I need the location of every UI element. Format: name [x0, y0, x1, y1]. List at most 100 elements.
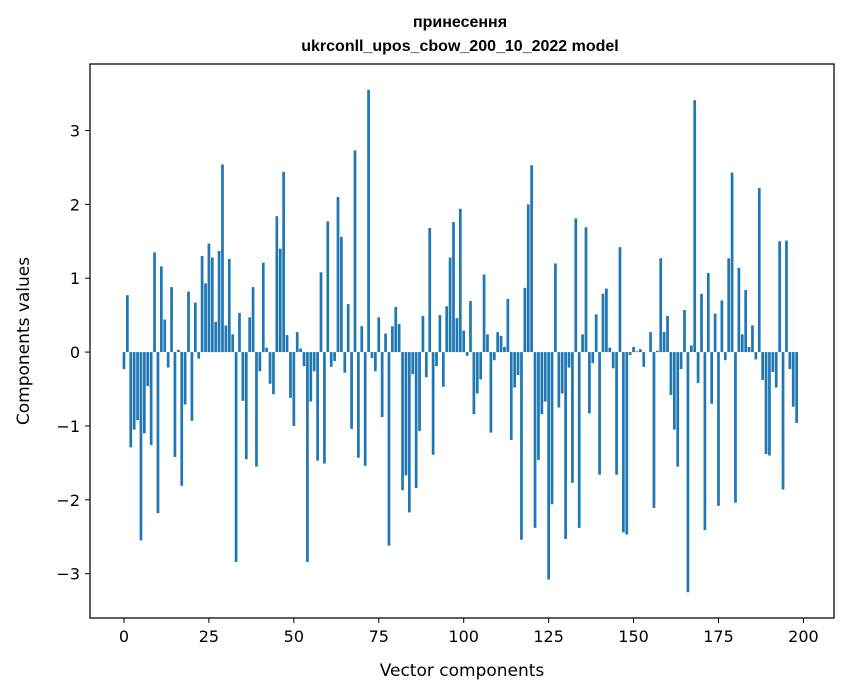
- bar-component-191: [771, 352, 775, 373]
- bar-component-17: [180, 352, 184, 486]
- bar-component-136: [584, 227, 588, 353]
- bar-component-43: [268, 352, 272, 384]
- bar-component-198: [795, 352, 798, 423]
- x-tick-label: 125: [533, 627, 564, 646]
- bar-component-118: [523, 287, 527, 353]
- bar-component-35: [241, 352, 245, 401]
- x-axis-ticks: 0 25 50 75 100 125 150 175 200: [119, 618, 819, 646]
- bar-component-83: [404, 352, 408, 476]
- bar-component-125: [547, 352, 550, 580]
- bar-component-42: [265, 347, 269, 353]
- bar-component-18: [183, 352, 187, 405]
- bar-component-81: [397, 324, 401, 353]
- bar-component-193: [778, 241, 781, 353]
- bar-component-131: [567, 352, 571, 368]
- bar-component-183: [744, 290, 748, 353]
- bar-component-5: [139, 352, 143, 541]
- bar-component-50: [292, 352, 296, 426]
- bar-component-185: [751, 325, 754, 353]
- bar-component-14: [170, 287, 173, 353]
- bar-component-25: [207, 243, 211, 353]
- bar-component-166: [686, 352, 690, 593]
- bar-component-173: [710, 352, 714, 404]
- bar-component-165: [683, 309, 686, 353]
- bar-component-107: [486, 334, 489, 353]
- bar-component-132: [571, 352, 574, 483]
- bar-component-134: [577, 352, 581, 528]
- bar-component-139: [594, 314, 598, 353]
- x-tick-label: 75: [369, 627, 389, 646]
- bar-component-175: [717, 352, 720, 506]
- bar-component-168: [693, 100, 697, 353]
- x-tick-label: 25: [199, 627, 219, 646]
- bar-component-163: [676, 352, 680, 467]
- bar-component-143: [608, 347, 612, 353]
- bar-component-167: [689, 345, 693, 353]
- bar-component-73: [370, 352, 374, 358]
- bar-component-76: [380, 352, 384, 418]
- bar-component-170: [700, 293, 703, 353]
- bar-component-64: [340, 236, 343, 353]
- bar-component-37: [248, 317, 252, 353]
- y-axis-ticks: −3 −2 −1 0 1 2 3: [56, 121, 90, 584]
- bar-component-181: [737, 267, 741, 353]
- bar-component-157: [655, 350, 659, 353]
- bars-group: [122, 89, 798, 593]
- bar-component-94: [441, 352, 445, 387]
- bar-component-23: [200, 256, 204, 353]
- bar-component-115: [513, 352, 517, 388]
- bar-component-124: [543, 352, 547, 402]
- bar-component-74: [374, 352, 377, 372]
- bar-component-85: [411, 352, 415, 375]
- bar-component-32: [231, 334, 235, 353]
- bar-component-101: [465, 352, 469, 356]
- y-tick-label: 1: [70, 269, 80, 288]
- bar-component-174: [713, 313, 717, 353]
- bar-component-34: [238, 312, 241, 353]
- x-tick-label: 175: [703, 627, 734, 646]
- chart-subtitle: ukrconll_upos_cbow_200_10_2022 model: [301, 38, 618, 55]
- bar-component-70: [360, 326, 364, 353]
- bar-component-171: [703, 352, 707, 531]
- bar-component-6: [143, 352, 146, 434]
- bar-component-4: [136, 352, 139, 421]
- bar-component-177: [723, 352, 727, 361]
- bar-component-55: [309, 352, 313, 402]
- bar-component-10: [156, 352, 160, 514]
- bar-component-89: [424, 352, 428, 378]
- bar-component-49: [289, 352, 292, 398]
- bar-component-39: [255, 352, 258, 467]
- bar-component-172: [706, 273, 710, 353]
- bar-component-68: [353, 150, 357, 353]
- bar-component-155: [649, 332, 652, 353]
- bar-component-28: [217, 250, 221, 353]
- chart-title: принесення: [413, 14, 507, 31]
- x-tick-label: 150: [618, 627, 649, 646]
- bar-component-156: [652, 352, 656, 508]
- bar-component-197: [791, 352, 795, 407]
- x-tick-label: 100: [448, 627, 479, 646]
- bar-component-26: [210, 257, 214, 353]
- bar-component-59: [323, 352, 326, 464]
- bar-component-159: [662, 332, 666, 353]
- bar-component-72: [367, 89, 370, 353]
- y-axis-label: Components values: [14, 257, 34, 425]
- bar-component-78: [387, 352, 391, 546]
- bar-component-188: [761, 352, 765, 381]
- bar-component-138: [591, 352, 595, 364]
- bar-component-22: [197, 352, 201, 359]
- bar-component-179: [730, 172, 734, 353]
- bar-component-1: [126, 295, 129, 353]
- bar-component-164: [679, 352, 683, 370]
- bar-component-130: [564, 352, 567, 539]
- bar-component-66: [346, 304, 350, 353]
- bar-component-31: [227, 259, 231, 353]
- bar-component-184: [747, 346, 751, 353]
- bar-component-112: [503, 346, 506, 353]
- bar-component-116: [516, 352, 520, 375]
- bar-component-194: [781, 352, 785, 490]
- bar-component-20: [190, 352, 194, 421]
- bar-component-114: [509, 352, 513, 440]
- bar-component-104: [475, 352, 479, 394]
